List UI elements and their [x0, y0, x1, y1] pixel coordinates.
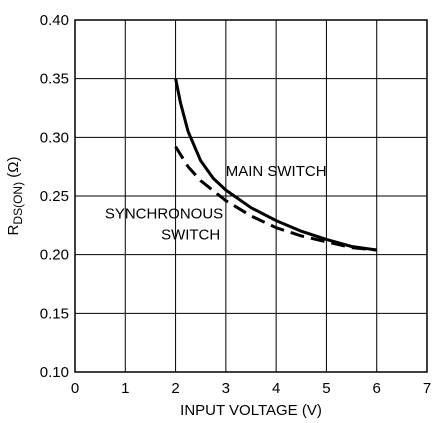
plot-frame: [74, 19, 428, 373]
y-axis-label-unit: (Ω): [5, 157, 22, 182]
y-tick-label: 0.10: [40, 364, 69, 381]
x-tick-label: 0: [71, 380, 79, 397]
y-axis-label-subscript: DS(ON): [11, 182, 25, 225]
series-line-synchronous-switch: [174, 145, 377, 252]
x-tick-label: 2: [171, 380, 179, 397]
y-tick-label: 0.25: [40, 188, 69, 205]
y-axis-label: RDS(ON) (Ω): [5, 157, 25, 236]
y-axis-label-main: R: [5, 224, 22, 235]
series-layer: [174, 78, 377, 252]
annotations: MAIN SWITCH SYNCHRONOUS SWITCH: [105, 163, 327, 243]
y-tick-label: 0.40: [40, 12, 69, 29]
x-tick-label: 6: [373, 380, 381, 397]
y-tick-label: 0.15: [40, 305, 69, 322]
grid: [75, 20, 427, 372]
annotation-label: SWITCH: [161, 226, 220, 243]
x-tick-label: 5: [322, 380, 330, 397]
x-axis-label: INPUT VOLTAGE (V): [180, 402, 322, 419]
annotation-label: SYNCHRONOUS: [105, 205, 223, 222]
y-tick-label: 0.35: [40, 71, 69, 88]
series-line-main-switch: [174, 78, 377, 252]
y-tick-labels: 0.10 0.15 0.20 0.25 0.30 0.35 0.40: [40, 12, 69, 381]
y-tick-label: 0.30: [40, 129, 69, 146]
x-tick-label: 1: [121, 380, 129, 397]
y-tick-label: 0.20: [40, 247, 69, 264]
x-tick-label: 3: [222, 380, 230, 397]
x-tick-label: 4: [272, 380, 280, 397]
annotation-label: MAIN SWITCH: [226, 163, 327, 180]
x-tick-labels: 0 1 2 3 4 5 6 7: [71, 380, 431, 397]
x-tick-label: 7: [423, 380, 431, 397]
